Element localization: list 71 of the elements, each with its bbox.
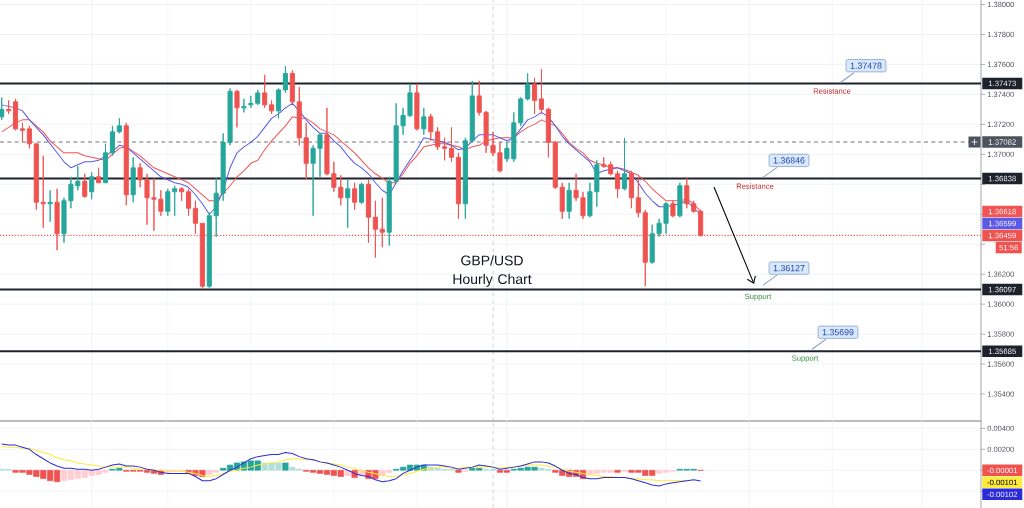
candlestick: [102, 143, 109, 184]
candlestick: [608, 161, 614, 176]
bar: [455, 469, 462, 473]
candlestick: [497, 141, 503, 173]
candlestick: [532, 77, 538, 115]
candlestick: [172, 185, 178, 217]
candlestick: [0, 96, 5, 121]
candlestick: [179, 186, 185, 202]
candlestick: [234, 89, 240, 128]
candlestick: [137, 162, 143, 188]
candlestick: [123, 122, 129, 206]
candlestick: [573, 173, 579, 202]
candlestick: [428, 113, 434, 142]
candlestick: [275, 87, 282, 119]
candlestick: [566, 182, 572, 220]
candlestick: [130, 156, 136, 203]
candlestick: [89, 171, 95, 200]
bar: [614, 469, 621, 473]
candlestick: [282, 65, 288, 94]
annotation: 1.35699: [822, 329, 854, 336]
candlestick: [109, 125, 115, 157]
candlestick: [414, 83, 420, 131]
candlestick: [455, 152, 461, 220]
candlestick: [158, 189, 164, 217]
candlestick: [269, 99, 275, 115]
candlestick: [241, 98, 247, 113]
candlestick: [96, 167, 102, 184]
candlestick: [462, 137, 468, 220]
candlestick: [663, 201, 669, 235]
candlestick: [19, 122, 26, 143]
candlestick: [165, 188, 171, 217]
annotation: 1.37478: [850, 62, 882, 69]
candlestick: [469, 80, 475, 143]
candlestick: [338, 174, 344, 206]
candlestick: [116, 117, 122, 134]
candlestick: [442, 137, 448, 161]
candlestick: [677, 182, 683, 218]
candlestick: [628, 170, 634, 209]
candlestick: [594, 159, 600, 208]
candlestick: [601, 156, 607, 169]
candlestick: [26, 125, 32, 149]
candlestick: [421, 107, 427, 136]
candlestick: [47, 189, 53, 223]
candlestick: [289, 69, 295, 104]
annotation: 1.36846: [773, 157, 805, 164]
bar: [282, 462, 289, 471]
candlestick: [303, 122, 309, 181]
candlestick: [580, 191, 586, 220]
candlestick: [61, 197, 67, 244]
candlestick: [359, 182, 365, 205]
candlestick: [352, 182, 358, 211]
candlestick: [448, 126, 455, 163]
candlestick: [615, 170, 621, 199]
annotation: 1.36127: [773, 264, 805, 272]
candlestick: [435, 126, 441, 151]
candlestick: [220, 132, 226, 202]
candlestick: [386, 176, 392, 247]
candlestick: [262, 74, 268, 109]
candlestick: [538, 68, 545, 115]
text: GBP/USD Hourly Chart: [453, 255, 532, 287]
candlestick: [587, 182, 593, 218]
candlestick: [345, 179, 351, 229]
candlestick: [227, 87, 233, 146]
candlestick: [6, 99, 12, 115]
candlestick: [621, 137, 628, 191]
candlestick: [186, 188, 192, 217]
candlestick: [525, 72, 531, 101]
candlestick: [518, 96, 524, 127]
candlestick: [552, 140, 558, 190]
candlestick: [82, 173, 88, 199]
candlestick: [559, 182, 565, 220]
